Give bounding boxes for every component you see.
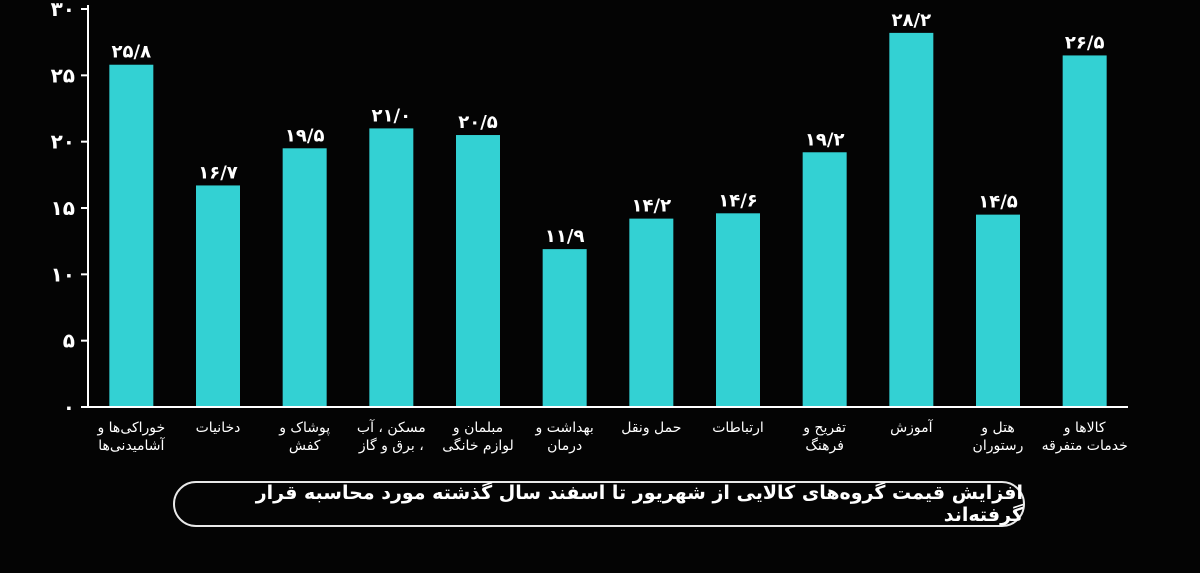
y-tick-label: ۲۵ [51, 63, 75, 87]
caption-text: افزایش قیمت گروه‌های کالایی از شهریور تا… [255, 482, 1023, 526]
caption-box: افزایش قیمت گروه‌های کالایی از شهریور تا… [173, 481, 1025, 527]
bar-value-label: ۲۶/۵ [1065, 32, 1105, 53]
x-category-label: رستوران [973, 438, 1024, 454]
bar-value-label: ۱۴/۵ [978, 192, 1018, 213]
bar-chart: ۲۵/۸ ۱۶/۷ ۱۹/۵ ۲۱/۰ ۲۰/۵ ۱۱/۹ ۱۴/۲ ۱۴/۶ ۱۹/۲ ۲۸/۲… [51, 0, 1128, 454]
bar-value-label: ۱۹/۵ [285, 125, 325, 146]
y-tick-label: ۵ [63, 329, 75, 353]
x-category-label: ارتباطات [712, 420, 764, 436]
bar [1062, 55, 1107, 407]
x-category-label: لوازم خانگی [442, 437, 513, 454]
bar-value-label: ۱۹/۲ [805, 129, 845, 150]
x-category-label: آشامیدنی‌ها [98, 437, 165, 454]
x-category-label: پوشاک و [278, 420, 330, 436]
x-category-label: کالاها و [1063, 420, 1106, 436]
bar-value-label: ۲۰/۵ [458, 112, 498, 133]
bar [889, 32, 934, 407]
y-tick-label: ۰ [63, 395, 75, 419]
x-category-label: تفریح و [802, 420, 846, 436]
y-ticks-group: ۰ ۵ ۱۰ ۱۵ ۲۰ ۲۵ ۳۰ [51, 0, 88, 419]
bar [716, 213, 760, 407]
bar-value-label: ۱۶/۷ [198, 162, 238, 183]
bar [976, 214, 1020, 407]
x-category-label: مسکن ، آب [357, 419, 426, 436]
bar-value-label: ۲۱/۰ [372, 105, 412, 126]
bar-value-label: ۱۴/۲ [632, 196, 672, 217]
x-category-label: بهداشت و [535, 420, 594, 436]
bar [629, 218, 674, 407]
bar-value-label: ۱۱/۹ [545, 226, 585, 247]
bar [282, 148, 327, 408]
bar [196, 185, 240, 407]
bar [109, 64, 154, 407]
y-tick-label: ۲۰ [51, 130, 75, 154]
x-category-label: ، برق و گاز [358, 437, 424, 454]
bar [542, 249, 587, 407]
x-category-label: حمل ونقل [621, 420, 681, 436]
bars-group: ۲۵/۸ ۱۶/۷ ۱۹/۵ ۲۱/۰ ۲۰/۵ ۱۱/۹ ۱۴/۲ ۱۴/۶ ۱۹/۲ ۲۸/۲… [109, 10, 1107, 408]
x-category-label: هتل و [980, 420, 1014, 436]
x-category-label: دخانیات [196, 420, 241, 436]
y-tick-label: ۱۵ [51, 196, 75, 220]
x-category-label: درمان [547, 438, 582, 454]
x-category-label: مبلمان و [452, 420, 503, 436]
bar [369, 128, 414, 407]
x-category-label: خوراکی‌ها و [96, 420, 165, 436]
bar-value-label: ۲۸/۲ [892, 10, 932, 31]
x-category-label: خدمات متفرقه [1042, 438, 1128, 454]
bar-value-label: ۱۴/۶ [718, 190, 758, 211]
x-category-label: کفش [289, 438, 321, 454]
x-category-label: آموزش [890, 419, 934, 436]
y-tick-label: ۳۰ [51, 0, 75, 21]
y-tick-label: ۱۰ [51, 262, 75, 286]
bar [802, 152, 847, 407]
bar-value-label: ۲۵/۸ [112, 42, 152, 63]
bar [456, 135, 500, 408]
x-category-label: فرهنگ [805, 437, 844, 454]
